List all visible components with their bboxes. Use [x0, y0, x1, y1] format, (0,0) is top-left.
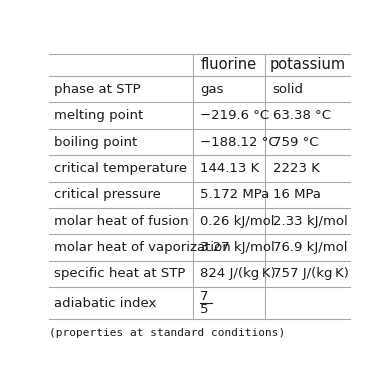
Text: fluorine: fluorine [201, 57, 257, 72]
Text: 2.33 kJ/mol: 2.33 kJ/mol [273, 214, 347, 228]
Text: adiabatic index: adiabatic index [54, 297, 156, 310]
Text: 5: 5 [200, 303, 209, 316]
Text: molar heat of vaporization: molar heat of vaporization [54, 241, 231, 254]
Text: −219.6 °C: −219.6 °C [200, 109, 270, 122]
Text: critical temperature: critical temperature [54, 162, 187, 175]
Text: 16 MPa: 16 MPa [273, 188, 321, 201]
Text: 5.172 MPa: 5.172 MPa [200, 188, 270, 201]
Text: critical pressure: critical pressure [54, 188, 161, 201]
Text: 0.26 kJ/mol: 0.26 kJ/mol [200, 214, 275, 228]
Text: 3.27 kJ/mol: 3.27 kJ/mol [200, 241, 275, 254]
Text: −188.12 °C: −188.12 °C [200, 135, 278, 148]
Text: 757 J/(kg K): 757 J/(kg K) [273, 267, 349, 280]
Text: gas: gas [200, 83, 224, 96]
Text: specific heat at STP: specific heat at STP [54, 267, 186, 280]
Text: 2223 K: 2223 K [273, 162, 319, 175]
Text: 824 J/(kg K): 824 J/(kg K) [200, 267, 276, 280]
Text: phase at STP: phase at STP [54, 83, 141, 96]
Text: melting point: melting point [54, 109, 143, 122]
Text: 76.9 kJ/mol: 76.9 kJ/mol [273, 241, 347, 254]
Text: potassium: potassium [270, 57, 346, 72]
Text: 144.13 K: 144.13 K [200, 162, 259, 175]
Text: 759 °C: 759 °C [273, 135, 318, 148]
Text: boiling point: boiling point [54, 135, 137, 148]
Text: molar heat of fusion: molar heat of fusion [54, 214, 189, 228]
Text: solid: solid [273, 83, 304, 96]
Text: 63.38 °C: 63.38 °C [273, 109, 331, 122]
Text: 7: 7 [200, 290, 209, 303]
Text: (properties at standard conditions): (properties at standard conditions) [49, 328, 285, 338]
